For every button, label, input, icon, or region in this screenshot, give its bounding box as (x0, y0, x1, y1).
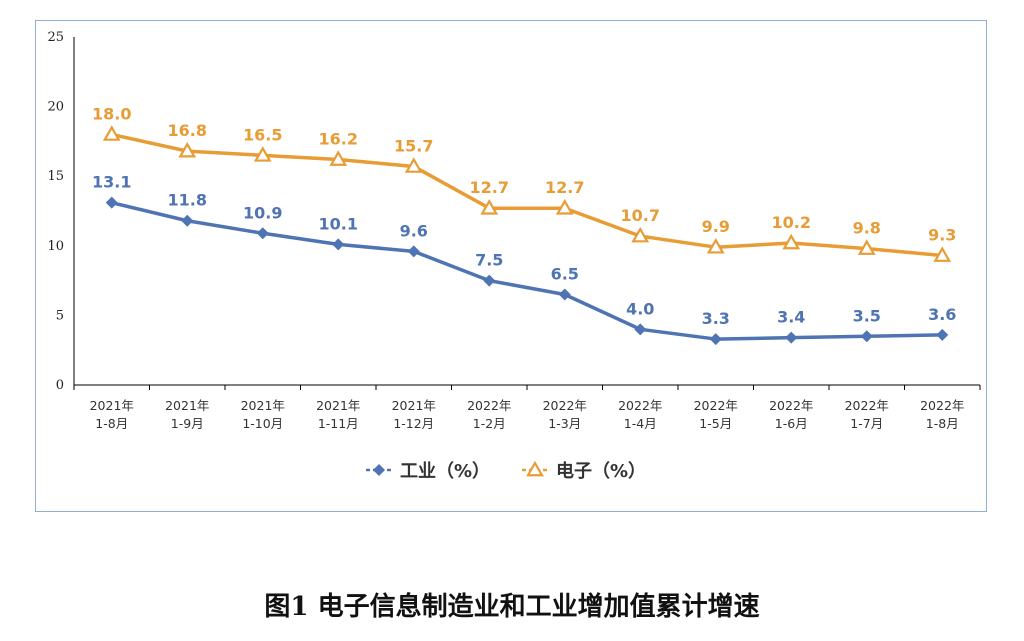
x-tick-label-0-line1: 2021年 (90, 398, 134, 413)
x-tick-label-1-line1: 2021年 (165, 398, 209, 413)
x-tick-label-8-line1: 2022年 (694, 398, 738, 413)
data-point-0-5 (483, 274, 496, 287)
data-point-0-8 (709, 333, 722, 346)
data-point-0-11 (936, 328, 949, 341)
data-point-1-2 (253, 146, 272, 162)
y-tick-label-3: 15 (47, 169, 64, 184)
x-tick-label-10-line2: 1-7月 (850, 416, 883, 431)
data-point-1-3 (329, 150, 348, 166)
legend-marker-1 (526, 460, 544, 477)
legend-label-0: 工业（%） (400, 461, 490, 482)
x-tick-label-2-line2: 1-10月 (242, 416, 283, 431)
data-label-1-5: 12.7 (470, 178, 509, 197)
data-label-0-5: 7.5 (475, 251, 503, 270)
data-point-0-4 (407, 245, 420, 258)
x-tick-label-10-line1: 2022年 (845, 398, 889, 413)
x-tick-label-3-line1: 2021年 (316, 398, 360, 413)
x-tick-label-3-line2: 1-11月 (318, 416, 359, 431)
data-label-0-8: 3.3 (702, 309, 730, 328)
data-label-0-10: 3.5 (853, 306, 881, 325)
data-label-1-7: 10.7 (621, 206, 660, 225)
x-tick-label-4-line2: 1-12月 (393, 416, 434, 431)
y-tick-label-1: 5 (56, 308, 64, 323)
x-tick-label-11-line1: 2022年 (920, 398, 964, 413)
data-label-0-6: 6.5 (551, 265, 579, 284)
data-point-1-4 (404, 157, 423, 173)
y-tick-label-4: 20 (47, 100, 64, 115)
data-point-1-0 (102, 125, 121, 141)
data-label-0-9: 3.4 (777, 308, 805, 327)
data-point-0-9 (785, 331, 798, 344)
data-label-0-0: 13.1 (92, 173, 131, 192)
data-point-0-7 (634, 323, 647, 336)
data-point-0-6 (558, 288, 571, 301)
y-tick-label-0: 0 (56, 378, 64, 393)
data-label-1-10: 9.8 (853, 219, 881, 238)
x-tick-label-11-line2: 1-8月 (926, 416, 959, 431)
x-tick-label-4-line1: 2021年 (392, 398, 436, 413)
x-tick-label-7-line1: 2022年 (618, 398, 662, 413)
data-label-1-4: 15.7 (394, 136, 433, 155)
data-point-1-9 (782, 233, 801, 250)
y-tick-label-5: 25 (47, 30, 64, 45)
series-line-1 (111, 132, 943, 258)
data-label-1-1: 16.8 (168, 121, 207, 140)
data-label-0-4: 9.6 (400, 221, 428, 240)
data-point-1-6 (555, 198, 574, 215)
data-point-1-10 (857, 239, 876, 255)
legend-marker-0 (373, 464, 385, 476)
data-label-1-6: 12.7 (545, 178, 584, 197)
data-label-1-11: 9.3 (928, 226, 956, 245)
data-label-0-2: 10.9 (243, 203, 282, 222)
data-label-1-8: 9.9 (702, 217, 730, 236)
data-point-0-0 (105, 196, 118, 209)
x-tick-label-6-line2: 1-3月 (548, 416, 581, 431)
legend-label-1: 电子（%） (556, 460, 646, 482)
data-label-1-9: 10.2 (772, 213, 811, 232)
x-tick-label-6-line1: 2022年 (543, 398, 587, 413)
data-point-0-3 (332, 238, 345, 251)
x-tick-label-5-line1: 2022年 (467, 398, 511, 413)
x-tick-label-1-line2: 1-9月 (171, 416, 204, 431)
data-label-1-2: 16.5 (243, 125, 282, 144)
data-point-1-11 (933, 246, 952, 262)
x-tick-label-9-line1: 2022年 (769, 398, 813, 413)
data-label-1-0: 18.0 (92, 104, 131, 123)
x-tick-label-8-line2: 1-5月 (699, 416, 732, 431)
data-label-1-3: 16.2 (319, 129, 358, 148)
data-point-0-2 (256, 227, 269, 240)
data-point-1-1 (178, 141, 197, 158)
x-tick-label-5-line2: 1-2月 (473, 416, 506, 431)
chart-title: 图1 电子信息制造业和工业增加值累计增速 (264, 592, 760, 622)
x-tick-label-0-line2: 1-8月 (95, 416, 128, 431)
data-label-0-7: 4.0 (626, 299, 654, 318)
x-tick-label-2-line1: 2021年 (241, 398, 285, 413)
chart-frame (35, 20, 987, 512)
data-point-0-1 (181, 214, 194, 227)
data-point-1-8 (706, 237, 725, 254)
data-point-1-5 (480, 198, 499, 215)
data-point-0-10 (860, 330, 873, 343)
y-tick-label-2: 10 (47, 239, 64, 254)
data-label-0-1: 11.8 (168, 191, 207, 210)
x-tick-label-9-line2: 1-6月 (775, 416, 808, 431)
series-line-0 (111, 200, 943, 341)
chart-svg: 0 5 10 15 20 25 2021年 1-8月 2021年 1-9月 2021年 1-10月 20… (47, 30, 981, 482)
data-point-1-7 (631, 226, 650, 243)
data-label-0-11: 3.6 (928, 305, 956, 324)
data-label-0-3: 10.1 (319, 214, 358, 233)
x-tick-label-7-line2: 1-4月 (624, 416, 657, 431)
